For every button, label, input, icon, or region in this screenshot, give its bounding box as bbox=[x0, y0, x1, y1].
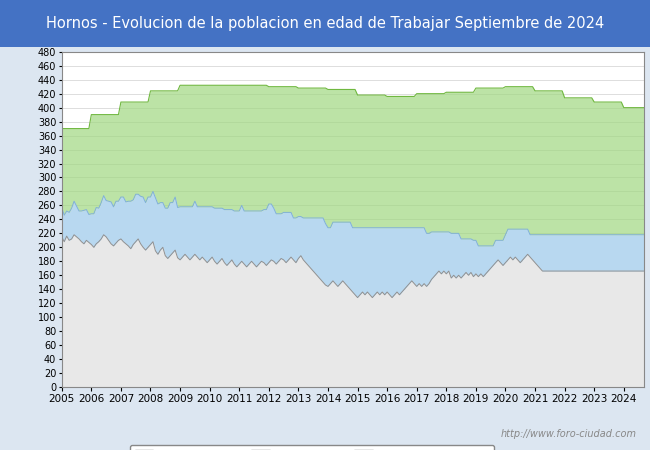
Text: Hornos - Evolucion de la poblacion en edad de Trabajar Septiembre de 2024: Hornos - Evolucion de la poblacion en ed… bbox=[46, 16, 604, 31]
Text: http://www.foro-ciudad.com: http://www.foro-ciudad.com bbox=[501, 429, 637, 439]
Legend: Ocupados, Parados, Hab. entre 16-64: Ocupados, Parados, Hab. entre 16-64 bbox=[129, 445, 494, 450]
